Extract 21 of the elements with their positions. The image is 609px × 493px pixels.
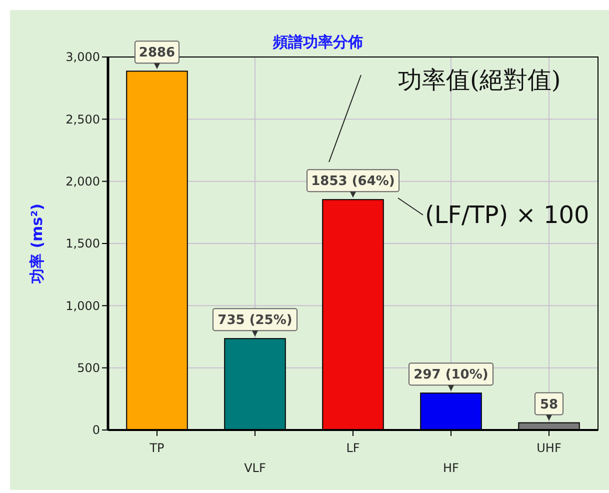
y-axis-title: 功率 (ms²) xyxy=(28,203,46,285)
y-tick-label: 500 xyxy=(77,361,100,376)
annotation: 功率值(絕對值) xyxy=(398,66,561,94)
x-tick-label: UHF xyxy=(536,441,562,455)
data-label: 58 xyxy=(540,397,558,412)
data-label: 297 (10%) xyxy=(414,368,488,383)
annotation: (LF/TP) × 100 xyxy=(425,201,590,229)
y-tick-label: 3,000 xyxy=(66,50,100,64)
x-tick-label: TP xyxy=(148,441,164,455)
data-label: 1853 (64%) xyxy=(311,174,395,190)
x-tick-label: HF xyxy=(443,461,460,475)
y-tick-label: 0 xyxy=(92,423,100,438)
y-tick-label: 1,000 xyxy=(66,298,100,313)
data-label: 735 (25%) xyxy=(218,313,292,328)
y-tick-label: 2,000 xyxy=(66,174,100,189)
chart-title: 頻譜功率分佈 xyxy=(272,33,363,51)
x-tick-label: VLF xyxy=(244,461,266,475)
data-label: 2886 xyxy=(138,46,176,61)
y-tick-label: 2,500 xyxy=(66,112,100,126)
y-tick-label: 1,500 xyxy=(66,236,100,251)
x-tick-label: LF xyxy=(346,441,360,455)
